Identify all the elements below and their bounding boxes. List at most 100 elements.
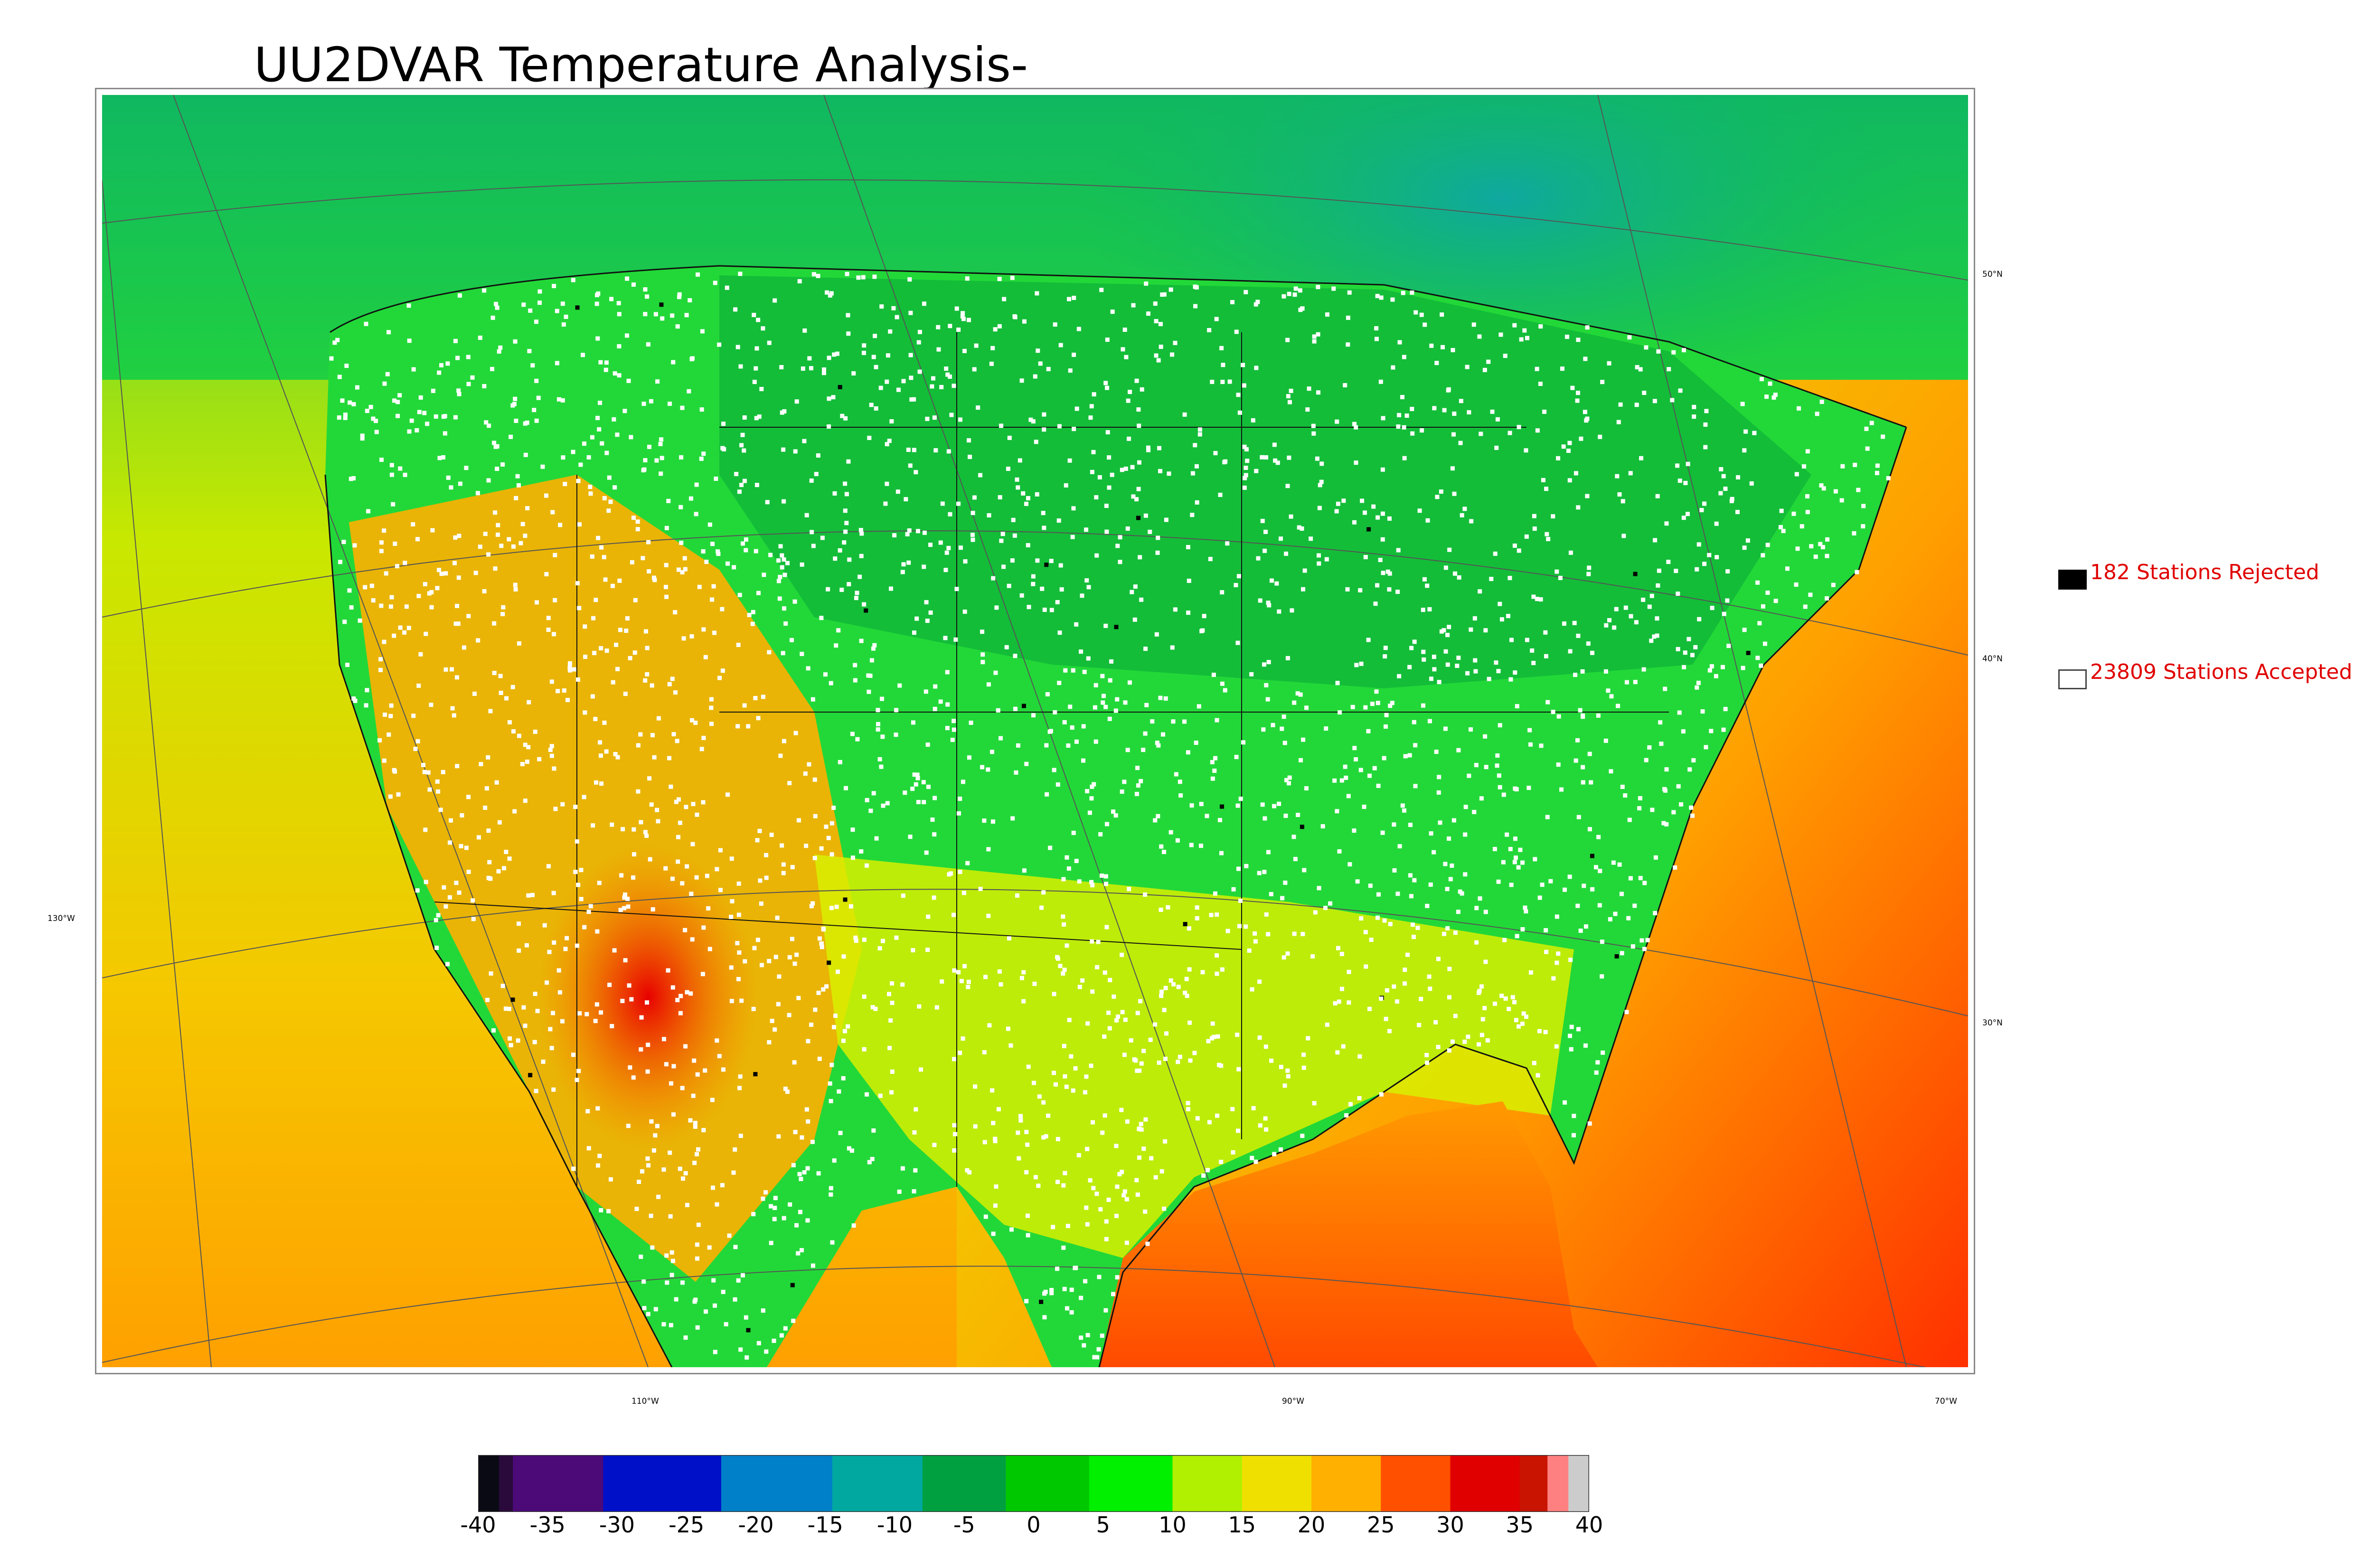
station-marker [496,532,500,537]
station-marker [1265,697,1270,702]
station-marker [1120,952,1124,957]
station-marker [718,888,723,892]
station-marker [342,620,347,624]
colorbar-tick-label: 30 [1436,1512,1464,1538]
station-marker [1286,1074,1291,1079]
station-marker [1262,662,1267,667]
station-marker [1103,882,1108,886]
station-marker [1047,729,1052,734]
station-marker [1819,399,1824,404]
station-marker [1400,803,1405,808]
station-marker [547,949,552,954]
station-marker [908,835,913,839]
station-marker [1709,664,1714,669]
station-marker [1572,1114,1576,1118]
station-marker [1065,943,1069,948]
station-marker [1285,951,1290,956]
station-marker [1370,702,1375,706]
station-marker [780,565,784,570]
station-marker [1346,342,1350,347]
station-marker [1865,446,1870,451]
station-marker [1710,606,1715,610]
station-marker [930,817,935,822]
station-marker [1516,865,1521,870]
station-marker [599,545,604,550]
station-marker [646,1042,650,1047]
station-marker [1346,315,1350,320]
station-marker [1505,832,1509,837]
station-marker [471,898,475,903]
station-marker [1041,1135,1046,1140]
station-marker [1434,750,1439,754]
station-marker [1409,894,1413,899]
station-marker [900,570,905,574]
station-marker [671,732,676,737]
station-marker [1332,778,1337,783]
station-marker [404,604,409,609]
station-marker [1479,796,1484,801]
station-marker [956,811,961,816]
station-marker [838,385,842,389]
station-marker [793,449,798,454]
station-marker [1085,1021,1090,1026]
station-marker [457,293,462,298]
station-marker [632,852,637,857]
station-marker [1568,1033,1573,1038]
station-marker [1387,1029,1392,1033]
station-marker [514,496,518,500]
station-marker [1435,495,1440,499]
station-marker [914,470,918,475]
station-marker [456,388,461,393]
station-marker [1611,860,1616,865]
station-marker [915,529,920,534]
station-marker [588,904,593,909]
station-marker [1400,395,1405,400]
station-marker [645,294,650,299]
station-marker [1034,440,1038,444]
station-marker [1071,830,1076,835]
station-marker [643,678,648,683]
station-marker [1281,294,1286,299]
station-marker [1339,778,1344,783]
station-marker [912,1130,917,1135]
station-marker [1254,469,1259,473]
station-marker [1170,645,1175,650]
station-marker [904,497,908,502]
station-marker [453,415,458,420]
station-marker [791,1318,796,1323]
station-marker [487,860,492,864]
station-marker [1517,1024,1521,1029]
station-marker [1041,1100,1046,1105]
station-marker [819,941,824,946]
station-marker [643,312,648,317]
station-marker [623,958,628,963]
station-marker [523,742,528,747]
station-marker [1632,903,1637,908]
station-marker [936,347,941,352]
station-marker [1085,1222,1090,1227]
station-marker [1287,291,1291,296]
station-marker [1035,492,1039,497]
station-marker [453,621,458,626]
station-marker [744,1355,749,1360]
station-marker [753,1072,758,1077]
station-marker [639,1047,643,1052]
station-marker [680,1086,685,1090]
station-marker [1460,513,1464,517]
station-marker [1137,460,1141,465]
station-marker [617,578,622,583]
station-marker [870,1157,875,1162]
station-marker [1319,461,1324,466]
station-marker [668,1214,673,1219]
station-marker [1256,556,1261,561]
station-marker [577,1011,582,1016]
station-marker [1194,741,1198,745]
temperature-map[interactable] [102,95,1968,1367]
station-marker [925,619,930,623]
station-marker [1427,974,1432,979]
station-marker [603,367,608,372]
station-marker [854,939,858,943]
station-marker [1114,1144,1119,1148]
station-marker [1417,508,1422,513]
station-marker [1589,780,1593,785]
